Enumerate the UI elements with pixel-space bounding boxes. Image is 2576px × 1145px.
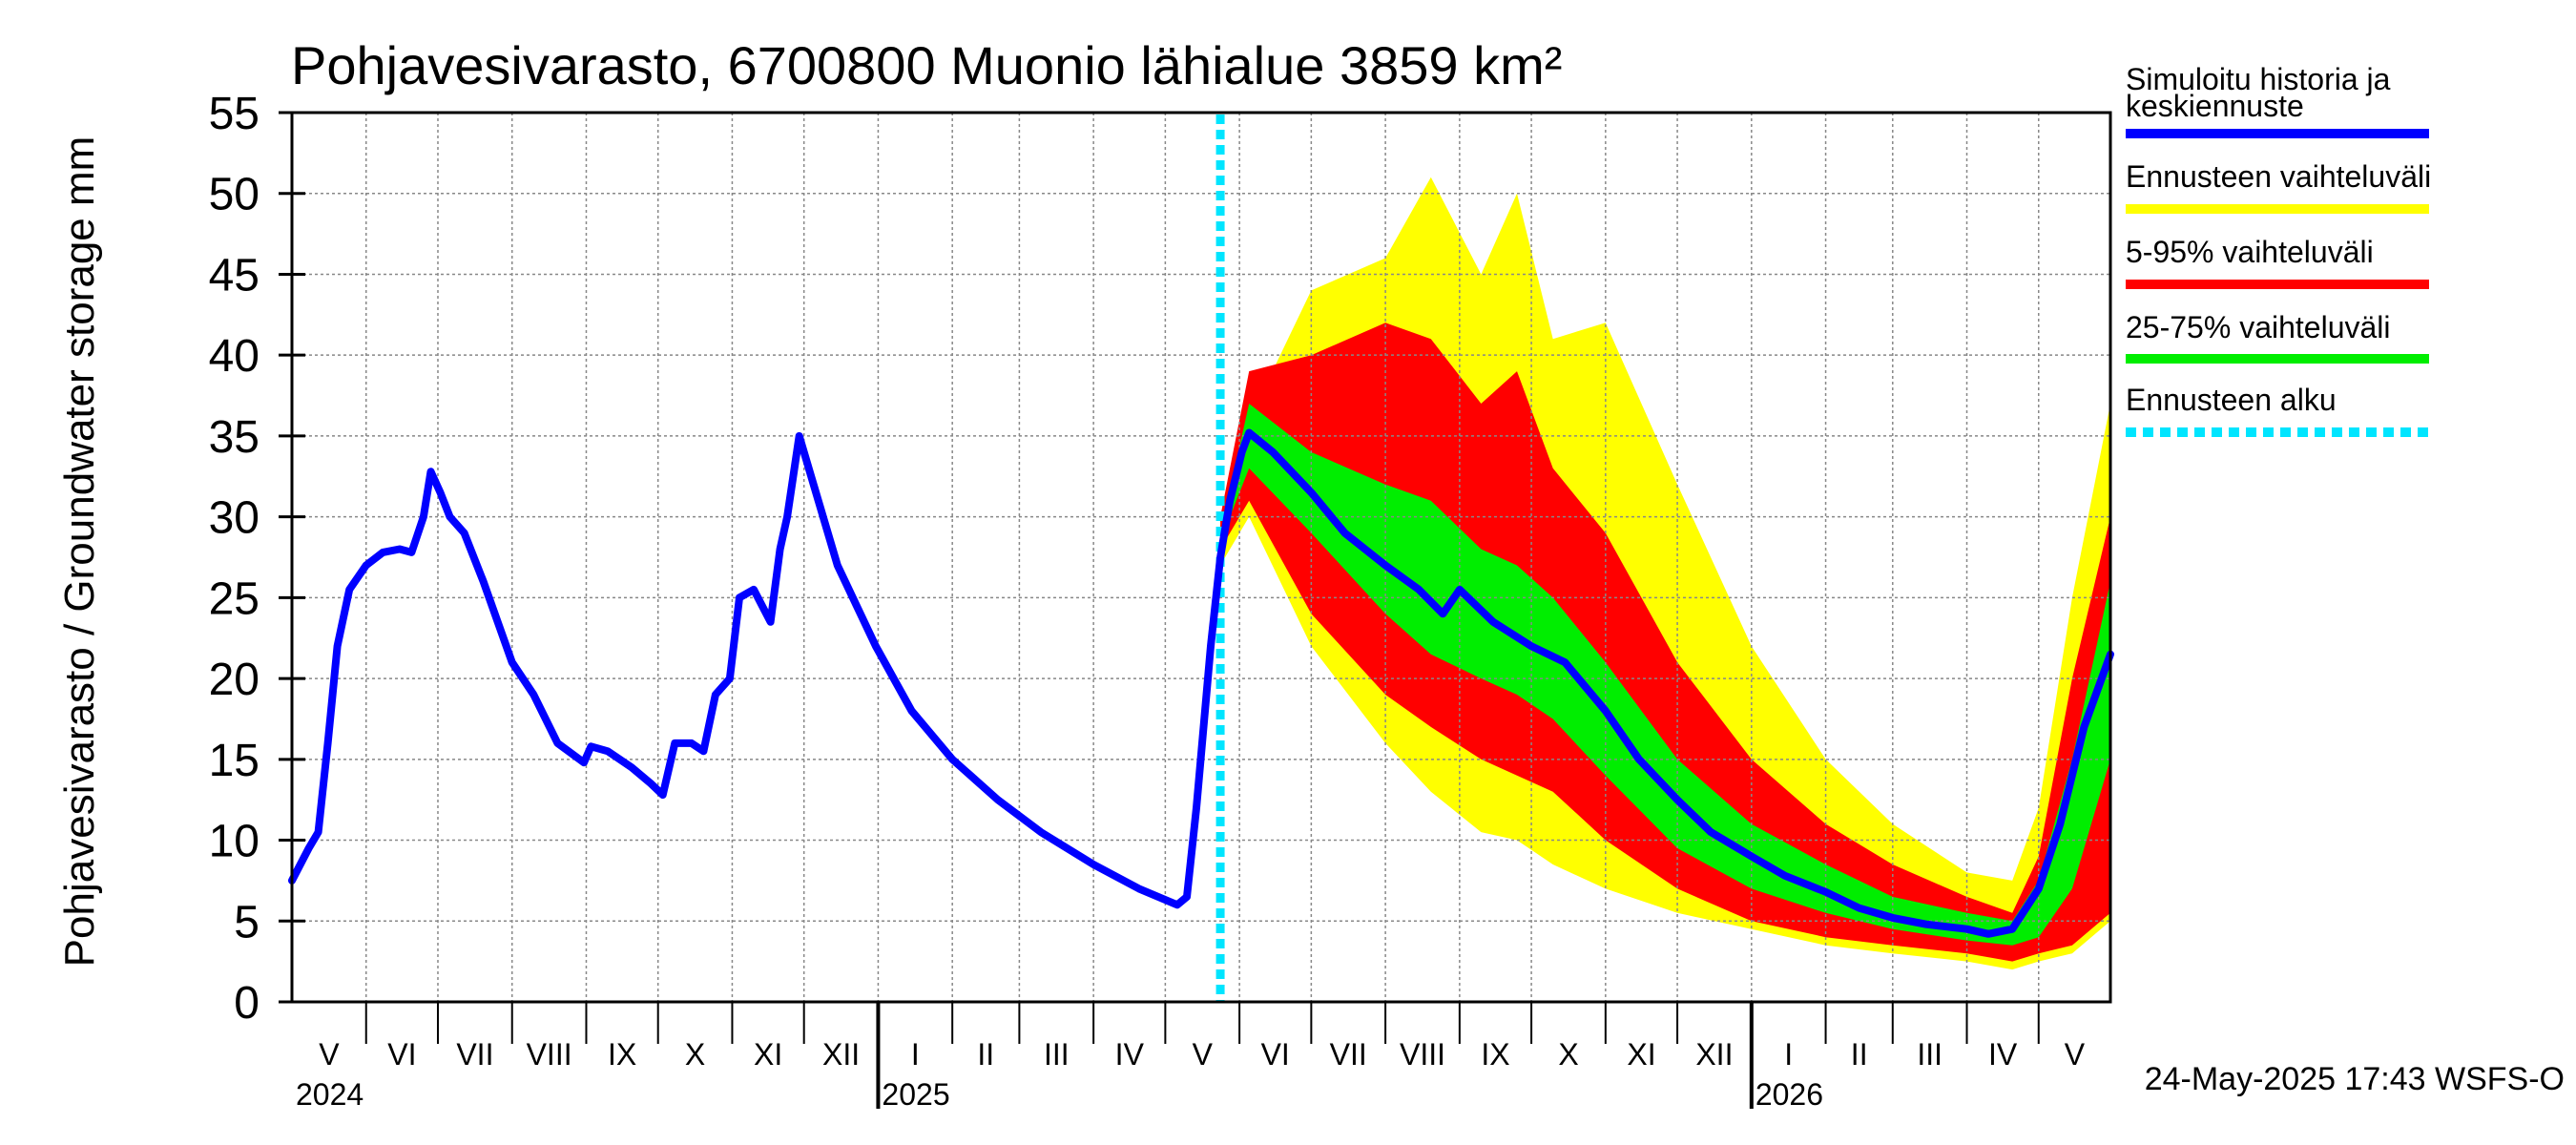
- month-label: III: [1917, 1037, 1942, 1072]
- y-tick-label: 55: [209, 89, 260, 139]
- y-tick-label: 15: [209, 736, 260, 786]
- series-layer: [288, 428, 2114, 938]
- month-label: V: [2065, 1037, 2086, 1072]
- legend-full-range-label: Ennusteen vaihteluväli: [2126, 159, 2431, 194]
- y-tick-label: 40: [209, 331, 260, 382]
- month-label: X: [685, 1037, 705, 1072]
- forecast-bands: [1220, 177, 2110, 970]
- y-tick-label: 25: [209, 573, 260, 624]
- month-label: IV: [1988, 1037, 2018, 1072]
- year-label: 2025: [882, 1077, 949, 1112]
- y-tick-label: 0: [234, 978, 260, 1029]
- y-tick-label: 10: [209, 817, 260, 867]
- month-label: V: [1193, 1037, 1214, 1072]
- month-label: VI: [1261, 1037, 1290, 1072]
- y-tick-label: 30: [209, 493, 260, 544]
- month-label: I: [1784, 1037, 1793, 1072]
- month-label: VIII: [1400, 1037, 1445, 1072]
- grid-lines: [292, 112, 2110, 1002]
- month-label: VII: [1330, 1037, 1367, 1072]
- month-label: VI: [387, 1037, 416, 1072]
- month-label: XI: [1627, 1037, 1655, 1072]
- band-25-75: [1220, 404, 2110, 946]
- y-axis-label: Pohjavesivarasto / Groundwater storage m…: [56, 136, 103, 968]
- month-label: II: [977, 1037, 994, 1072]
- year-label: 2026: [1755, 1077, 1823, 1112]
- month-label: IX: [1481, 1037, 1509, 1072]
- chart-title: Pohjavesivarasto, 6700800 Muonio lähialu…: [291, 35, 1562, 95]
- legend-history-label: Simuloitu historia ja: [2126, 62, 2391, 96]
- legend-5-95-label: 5-95% vaihteluväli: [2126, 235, 2374, 269]
- month-label: IV: [1115, 1037, 1145, 1072]
- plot-frame: [290, 111, 2112, 1004]
- month-label: VII: [456, 1037, 493, 1072]
- y-tick-label: 20: [209, 655, 260, 705]
- y-tick-label: 5: [234, 897, 260, 947]
- year-label: 2024: [296, 1077, 364, 1112]
- y-tick-label: 50: [209, 170, 260, 220]
- timestamp-footer: 24-May-2025 17:43 WSFS-O: [2145, 1061, 2565, 1097]
- month-label: V: [319, 1037, 340, 1072]
- month-label: VIII: [527, 1037, 572, 1072]
- legend-forecast-start-label: Ennusteen alku: [2126, 383, 2337, 417]
- legend-history-label: keskiennuste: [2126, 89, 2304, 123]
- month-label: II: [1851, 1037, 1868, 1072]
- series-line-history: [288, 428, 2114, 938]
- month-label: III: [1044, 1037, 1070, 1072]
- y-tick-label: 45: [209, 250, 260, 301]
- month-label: X: [1558, 1037, 1578, 1072]
- month-label: XII: [1695, 1037, 1733, 1072]
- month-label: IX: [608, 1037, 636, 1072]
- month-label: XI: [754, 1037, 782, 1072]
- month-label: XII: [822, 1037, 860, 1072]
- band-5-95: [1220, 323, 2110, 962]
- y-tick-label: 35: [209, 412, 260, 463]
- legend-25-75-label: 25-75% vaihteluväli: [2126, 310, 2391, 344]
- month-label: I: [911, 1037, 920, 1072]
